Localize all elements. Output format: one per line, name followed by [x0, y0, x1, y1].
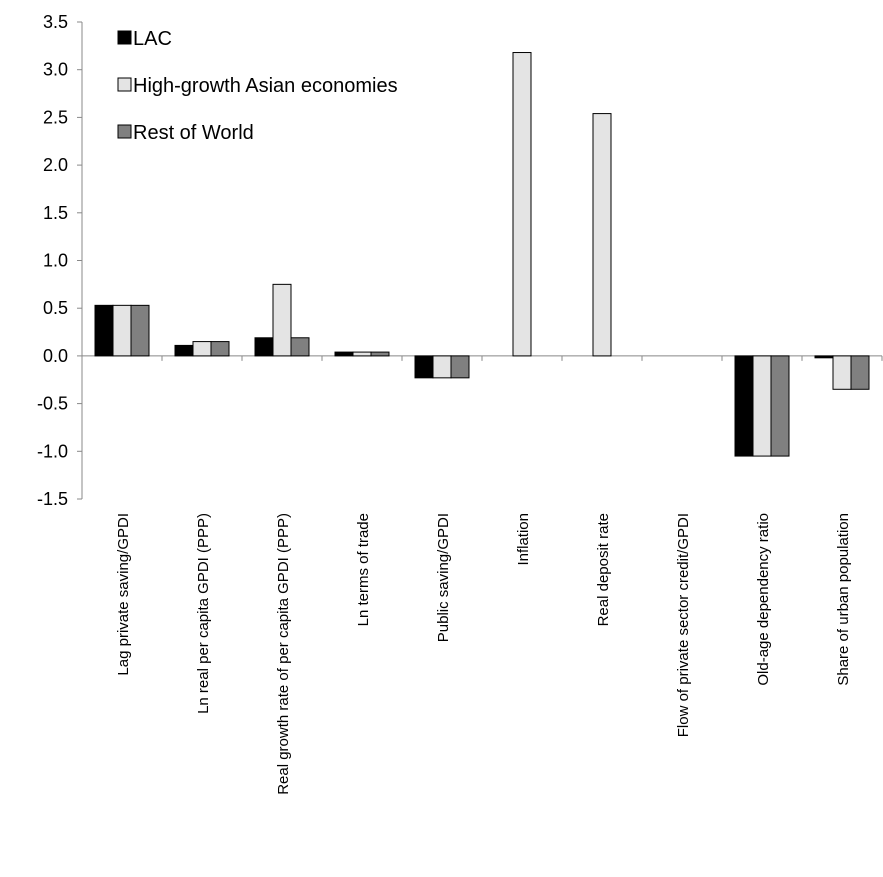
- bar: [192, 341, 212, 357]
- x-tick-label: Share of urban population: [835, 513, 852, 686]
- bar: [254, 337, 274, 357]
- x-tick-label: Flow of private sector credit/GPDI: [675, 513, 692, 737]
- bar: [814, 355, 834, 359]
- legend-label: LAC: [133, 28, 172, 50]
- bar: [370, 351, 390, 357]
- x-tick-label: Lag private saving/GPDI: [115, 513, 132, 676]
- x-tick-label: Ln terms of trade: [355, 513, 372, 626]
- x-tick-label: Ln real per capita GPDI (PPP): [195, 513, 212, 714]
- bar: [210, 341, 230, 357]
- bar: [352, 351, 372, 357]
- legend-swatch: [117, 77, 132, 92]
- x-tick-label: Inflation: [515, 513, 532, 566]
- bar: [512, 52, 532, 357]
- bar: [290, 337, 310, 357]
- bar: [592, 113, 612, 357]
- y-tick-label: 3.5: [43, 12, 68, 32]
- legend-label: High-growth Asian economies: [133, 75, 398, 97]
- y-tick-label: 1.0: [43, 251, 68, 271]
- bar: [130, 304, 150, 357]
- y-tick-label: -1.0: [37, 441, 68, 461]
- y-tick-label: 2.5: [43, 107, 68, 127]
- y-tick-label: 2.0: [43, 155, 68, 175]
- y-tick-label: 1.5: [43, 203, 68, 223]
- bar: [850, 355, 870, 390]
- bar: [272, 283, 292, 357]
- legend-swatch: [117, 30, 132, 45]
- x-tick-label: Real deposit rate: [595, 513, 612, 626]
- legend-label: Rest of World: [133, 122, 254, 144]
- bar: [752, 355, 772, 457]
- bar: [174, 344, 194, 357]
- bar: [432, 355, 452, 379]
- bar: [832, 355, 852, 390]
- bar: [112, 304, 132, 357]
- x-tick-label: Old-age dependency ratio: [755, 513, 772, 686]
- bar: [94, 304, 114, 357]
- legend-swatch: [117, 124, 132, 139]
- y-tick-label: 3.0: [43, 60, 68, 80]
- y-tick-label: 0.5: [43, 298, 68, 318]
- x-tick-label: Real growth rate of per capita GPDI (PPP…: [275, 513, 292, 795]
- bar: [414, 355, 434, 379]
- y-tick-label: -0.5: [37, 394, 68, 414]
- bar: [334, 351, 354, 357]
- bar: [734, 355, 754, 457]
- x-tick-label: Public saving/GPDI: [435, 513, 452, 642]
- bar: [770, 355, 790, 457]
- y-tick-label: -1.5: [37, 489, 68, 509]
- bar: [450, 355, 470, 379]
- y-tick-label: 0.0: [43, 346, 68, 366]
